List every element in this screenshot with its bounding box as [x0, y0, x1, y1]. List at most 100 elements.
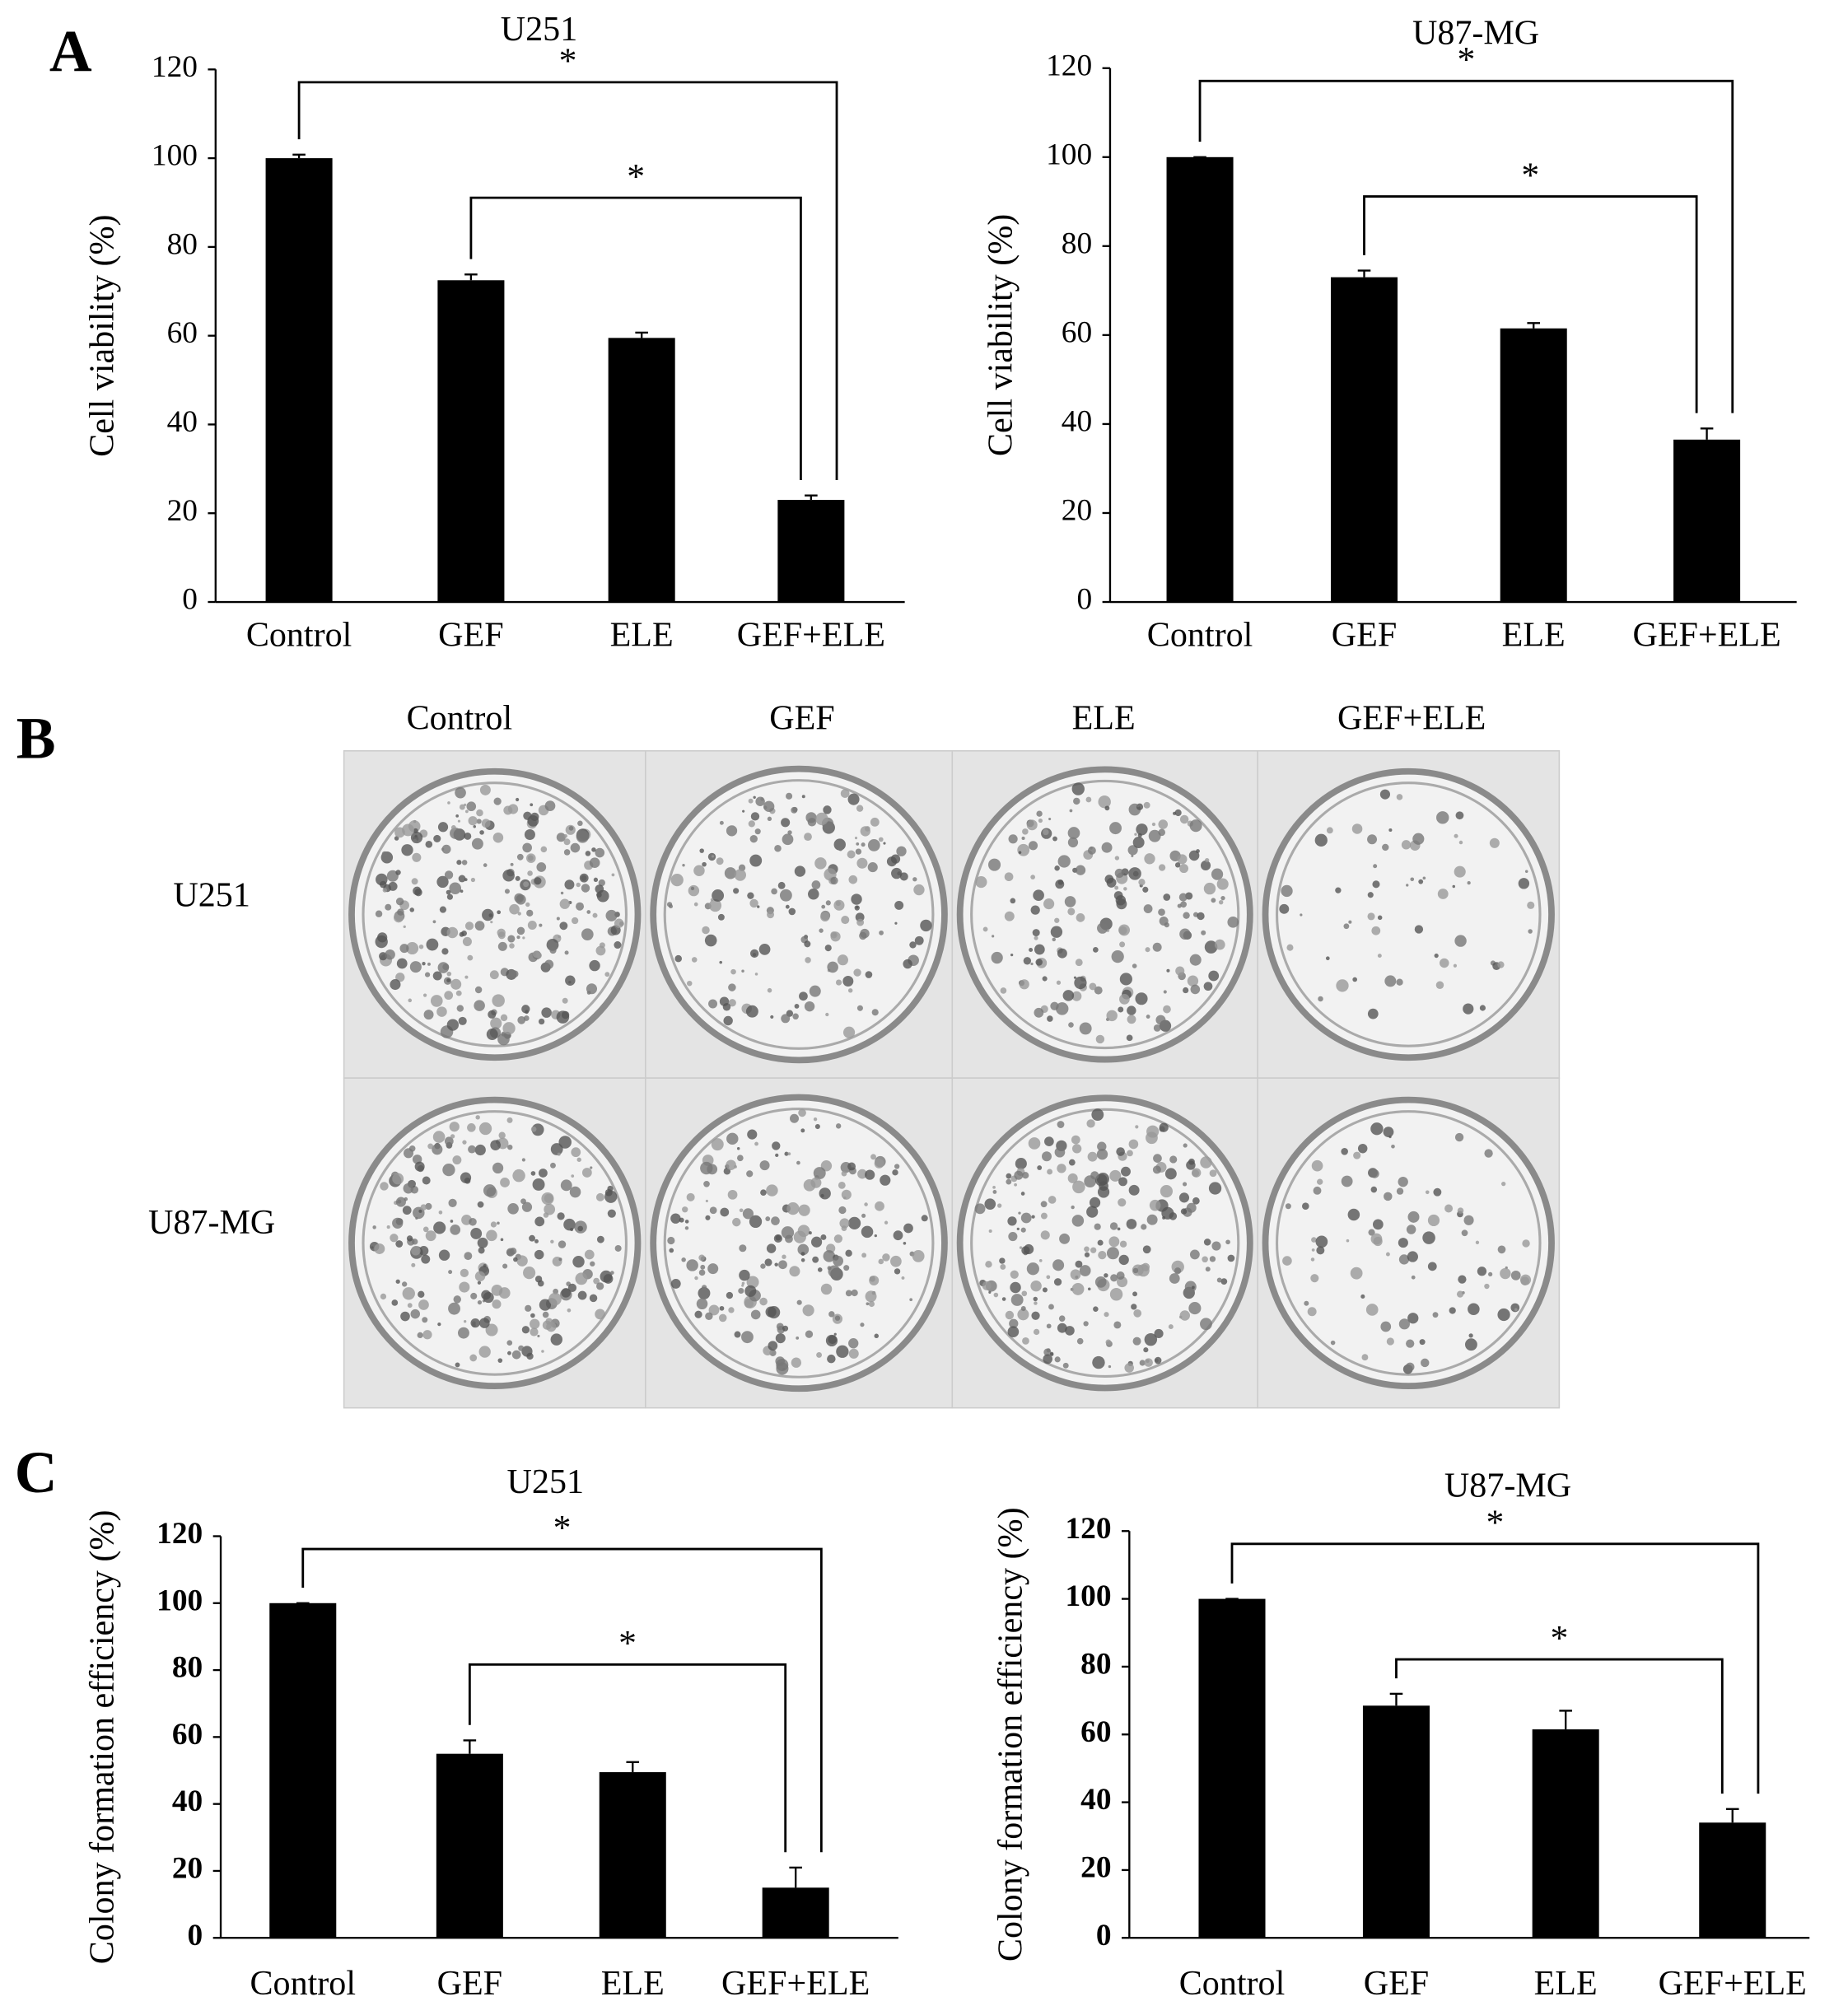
- colony: [1527, 901, 1535, 909]
- colony: [865, 1169, 875, 1180]
- colony: [1068, 1159, 1076, 1166]
- colony: [699, 848, 704, 853]
- colony: [1040, 1212, 1048, 1220]
- colony: [1180, 1208, 1188, 1215]
- colony: [1419, 1339, 1426, 1346]
- colony: [1379, 789, 1390, 800]
- colony: [481, 1290, 491, 1300]
- colony: [521, 1158, 525, 1162]
- colony: [894, 921, 898, 925]
- colony: [865, 826, 870, 832]
- colony: [884, 1220, 889, 1225]
- colony: [1113, 891, 1123, 900]
- colony: [441, 948, 449, 955]
- colony: [558, 935, 561, 939]
- colony: [450, 827, 461, 839]
- colony: [1304, 1300, 1309, 1306]
- colony: [415, 1216, 418, 1220]
- y-tick-label: 120: [1046, 49, 1092, 82]
- colony: [1169, 1155, 1178, 1164]
- colony: [1131, 854, 1134, 857]
- colony: [890, 1255, 902, 1267]
- x-tick-label: Control: [250, 1965, 357, 2003]
- colony: [1124, 1363, 1134, 1373]
- colony: [920, 919, 932, 932]
- x-tick-label: GEF+ELE: [1632, 616, 1780, 654]
- dish-rim: [663, 1108, 935, 1379]
- colony: [1005, 1310, 1015, 1320]
- colony: [477, 1201, 484, 1208]
- colony: [556, 833, 566, 842]
- colony: [497, 941, 507, 951]
- colony: [1047, 1169, 1053, 1175]
- colony: [890, 854, 901, 864]
- colony: [517, 912, 521, 916]
- x-tick-label: Control: [246, 616, 352, 654]
- colony: [1037, 1165, 1043, 1170]
- bar: [265, 158, 333, 603]
- colony: [1143, 1347, 1149, 1353]
- colony: [1116, 1271, 1125, 1280]
- y-tick-label: 0: [1096, 1919, 1112, 1952]
- colony: [450, 1225, 461, 1235]
- colony: [483, 863, 488, 867]
- colony: [1461, 1229, 1468, 1237]
- colony: [739, 1269, 750, 1281]
- colony: [1444, 1204, 1454, 1213]
- colony: [856, 842, 860, 846]
- colony: [1008, 1231, 1018, 1242]
- colony: [698, 1269, 706, 1276]
- colony: [386, 870, 399, 882]
- colony: [782, 833, 794, 846]
- colony: [576, 882, 581, 888]
- colony: [1142, 1245, 1151, 1254]
- colony: [1054, 1356, 1061, 1363]
- colony: [726, 1291, 734, 1299]
- colony: [741, 969, 744, 973]
- colony: [1021, 836, 1025, 840]
- colony: [391, 1299, 399, 1306]
- colony: [804, 940, 811, 948]
- colony: [1163, 1005, 1171, 1014]
- colony: [1209, 1256, 1216, 1262]
- colony: [1094, 1223, 1101, 1230]
- colony: [1109, 822, 1122, 835]
- colony: [563, 833, 568, 838]
- colony: [909, 1298, 913, 1302]
- colony: [455, 1362, 460, 1368]
- colony: [563, 849, 571, 856]
- colony: [464, 1320, 467, 1323]
- y-tick-label: 80: [1062, 226, 1092, 260]
- bar: [1198, 1598, 1266, 1938]
- colony: [1477, 1267, 1487, 1276]
- colony: [426, 938, 439, 951]
- colony: [1034, 944, 1045, 955]
- y-tick-label: 100: [1065, 1579, 1111, 1613]
- colony: [483, 1184, 497, 1197]
- colony: [1186, 1202, 1197, 1213]
- colony: [748, 820, 755, 828]
- colony: [1132, 1267, 1139, 1274]
- colony: [1456, 1290, 1464, 1298]
- colony: [1106, 1010, 1118, 1022]
- colony: [558, 1136, 572, 1149]
- colony: [975, 876, 987, 889]
- colony: [1118, 1006, 1124, 1013]
- colony: [541, 1007, 552, 1018]
- colony: [827, 1354, 836, 1364]
- colony: [502, 1263, 508, 1269]
- colony: [531, 1123, 544, 1136]
- colony: [1059, 1233, 1071, 1244]
- colony: [522, 936, 525, 940]
- colony: [456, 1005, 464, 1012]
- colony: [709, 1206, 717, 1215]
- colony: [1098, 795, 1111, 809]
- colony: [1019, 979, 1029, 990]
- colony: [1406, 1339, 1415, 1348]
- colony: [781, 1014, 791, 1024]
- colony: [1163, 893, 1171, 901]
- colony: [492, 1162, 504, 1174]
- colony: [479, 1318, 490, 1328]
- colony: [1006, 1178, 1012, 1185]
- colony: [595, 945, 606, 956]
